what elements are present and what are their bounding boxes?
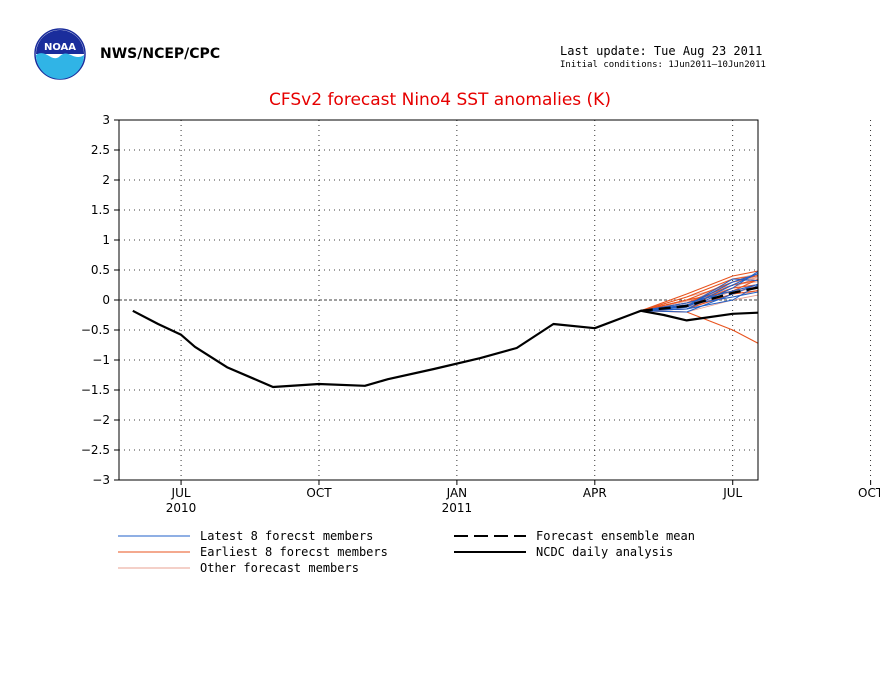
latest-member-line <box>640 291 758 312</box>
chart-title: CFSv2 forecast Nino4 SST anomalies (K) <box>269 90 611 110</box>
other-member-line <box>640 278 758 312</box>
legend: Latest 8 forecst members Earliest 8 forec… <box>118 529 695 575</box>
x-tick-label: APR <box>583 486 607 500</box>
other-member-line <box>640 285 758 312</box>
org-name: NWS/NCEP/CPC <box>100 46 221 62</box>
y-tick-label: 3 <box>102 113 110 127</box>
noaa-logo: NOAA <box>34 28 86 80</box>
ncdc-analysis-line <box>132 309 758 389</box>
latest-member-line <box>640 272 758 312</box>
grid <box>119 120 872 480</box>
y-tick-label: 0.5 <box>91 263 110 277</box>
latest-member-line <box>640 283 758 313</box>
earliest-member-line <box>640 270 758 312</box>
other-member-line <box>640 273 758 312</box>
earliest-member-line <box>640 278 758 312</box>
last-update: Last update: Tue Aug 23 2011 <box>560 44 763 58</box>
legend-label: Earliest 8 forecst members <box>200 545 388 559</box>
y-tick-label: −0.5 <box>81 323 110 337</box>
earliest-member-line <box>640 274 758 312</box>
earliest-member-line <box>640 310 758 344</box>
latest-member-line <box>640 273 758 312</box>
other-member-line <box>640 281 758 312</box>
latest-member-line <box>640 278 758 312</box>
x-tick-label: OCT <box>858 486 880 500</box>
legend-label: NCDC daily analysis <box>536 545 673 559</box>
legend-label: Latest 8 forecst members <box>200 529 373 543</box>
y-tick-label: −2.5 <box>81 443 110 457</box>
x-tick-label: JUL <box>171 486 191 500</box>
x-tick-label: OCT <box>306 486 332 500</box>
y-tick-label: 1.5 <box>91 203 110 217</box>
legend-label: Other forecast members <box>200 561 359 575</box>
axes: 32.521.510.50−0.5−1−1.5−2−2.5−3JUL2010OC… <box>81 113 880 515</box>
y-tick-label: 0 <box>102 293 110 307</box>
noaa-logo-text: NOAA <box>44 42 76 53</box>
series-layer <box>132 270 758 389</box>
y-tick-label: 2.5 <box>91 143 110 157</box>
earliest-member-line <box>640 275 758 312</box>
y-tick-label: 2 <box>102 173 110 187</box>
y-tick-label: −3 <box>92 473 110 487</box>
other-member-line <box>640 284 758 312</box>
other-member-line <box>640 279 758 312</box>
latest-member-line <box>640 283 758 312</box>
x-tick-year-label: 2010 <box>166 501 197 515</box>
latest-member-line <box>640 284 758 312</box>
x-tick-year-label: 2011 <box>442 501 473 515</box>
x-tick-label: JUL <box>722 486 742 500</box>
initial-conditions: Initial conditions: 1Jun2011–10Jun2011 <box>560 60 766 70</box>
earliest-member-line <box>640 290 758 312</box>
other-member-line <box>640 275 758 312</box>
other-member-line <box>640 294 758 313</box>
x-tick-label: JAN <box>446 486 468 500</box>
legend-label: Forecast ensemble mean <box>536 529 695 543</box>
y-tick-label: −2 <box>92 413 110 427</box>
latest-member-line <box>640 270 758 312</box>
y-tick-label: 1 <box>102 233 110 247</box>
y-tick-label: −1 <box>92 353 110 367</box>
y-tick-label: −1.5 <box>81 383 110 397</box>
